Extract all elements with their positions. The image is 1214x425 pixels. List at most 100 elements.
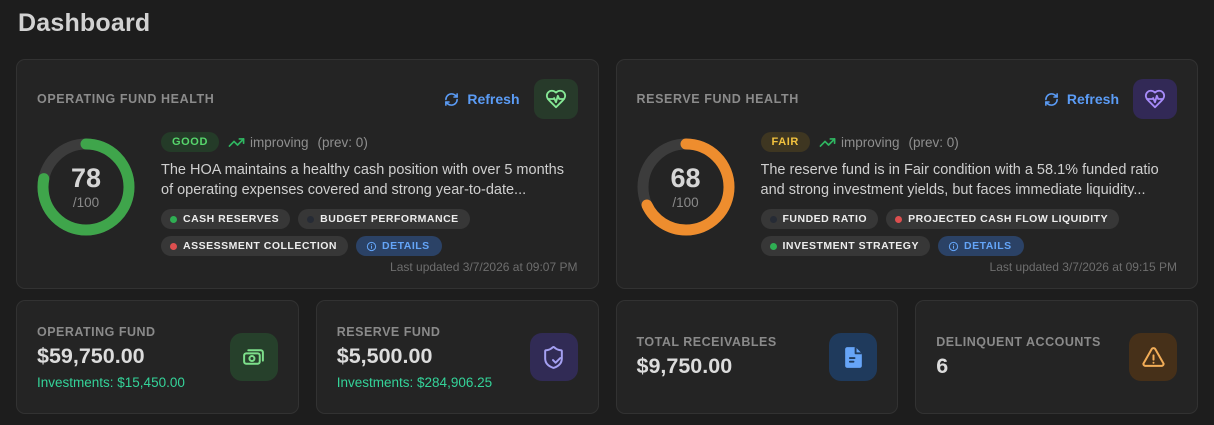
health-cards-row: OPERATING FUND HEALTH Refresh 78 bbox=[16, 59, 1198, 289]
tag-label: BUDGET PERFORMANCE bbox=[320, 213, 459, 225]
status-badge: FAIR bbox=[760, 132, 810, 152]
status-badge: GOOD bbox=[161, 132, 220, 152]
heart-pulse-icon bbox=[545, 89, 566, 109]
health-pulse-button[interactable] bbox=[533, 79, 578, 119]
factor-tag: INVESTMENT STRATEGY bbox=[760, 236, 930, 256]
tag-dot bbox=[307, 215, 315, 223]
factor-tags: CASH RESERVES BUDGET PERFORMANCE ASSESSM… bbox=[161, 209, 578, 256]
trend-label: improving bbox=[840, 134, 900, 150]
stat-text: OPERATING FUND $59,750.00 Investments: $… bbox=[37, 325, 185, 390]
tag-label: PROJECTED CASH FLOW LIQUIDITY bbox=[908, 213, 1109, 225]
info-icon bbox=[948, 241, 959, 251]
trending-up-icon bbox=[228, 137, 245, 147]
trend-prev: (prev: 0) bbox=[317, 134, 368, 150]
tag-dot bbox=[769, 242, 777, 250]
stat-investments: Investments: $15,450.00 bbox=[37, 374, 185, 390]
stat-icon-box bbox=[529, 333, 578, 381]
stat-value: $5,500.00 bbox=[336, 343, 433, 368]
tag-label: CASH RESERVES bbox=[183, 213, 280, 225]
refresh-label: Refresh bbox=[1066, 91, 1119, 107]
details-button[interactable]: DETAILS bbox=[356, 236, 442, 256]
tag-label: ASSESSMENT COLLECTION bbox=[183, 240, 338, 252]
factor-tag: PROJECTED CASH FLOW LIQUIDITY bbox=[886, 209, 1120, 229]
factor-tag: BUDGET PERFORMANCE bbox=[298, 209, 470, 229]
health-description: The HOA maintains a healthy cash positio… bbox=[161, 162, 564, 198]
shield-check-icon bbox=[544, 345, 563, 369]
status-row: FAIR improving (prev: 0) bbox=[760, 132, 1178, 152]
card-actions: Refresh bbox=[1044, 79, 1177, 119]
card-body: 68 /100 FAIR improving (prev: 0) The res… bbox=[637, 132, 1178, 274]
refresh-icon bbox=[445, 92, 459, 106]
stat-investments: Investments: $284,906.25 bbox=[336, 374, 493, 390]
card-body: 78 /100 GOOD improving (prev: 0) The HOA… bbox=[37, 132, 578, 274]
factor-tag: FUNDED RATIO bbox=[760, 209, 879, 229]
score-value: 78 bbox=[70, 162, 102, 193]
stat-icon-box bbox=[1129, 333, 1177, 381]
health-description: The reserve fund is in Fair condition wi… bbox=[760, 162, 1159, 198]
card-title: OPERATING FUND HEALTH bbox=[37, 92, 215, 106]
last-updated: Last updated 3/7/2026 at 09:07 PM bbox=[390, 260, 578, 274]
document-icon bbox=[844, 346, 862, 368]
operating-fund-health-card: OPERATING FUND HEALTH Refresh 78 bbox=[16, 59, 599, 289]
health-pulse-button[interactable] bbox=[1133, 79, 1177, 119]
reserve-fund-stat-card: RESERVE FUND $5,500.00 Investments: $284… bbox=[315, 300, 599, 414]
refresh-button[interactable]: Refresh bbox=[444, 91, 520, 107]
stat-icon-box bbox=[229, 333, 278, 381]
tag-label: FUNDED RATIO bbox=[782, 213, 868, 225]
trend: improving bbox=[228, 134, 309, 151]
trend-prev: (prev: 0) bbox=[908, 134, 959, 150]
details-button[interactable]: DETAILS bbox=[937, 236, 1024, 256]
trend: improving bbox=[819, 134, 900, 151]
details-label: DETAILS bbox=[963, 240, 1012, 252]
tag-dot bbox=[170, 242, 177, 250]
gauge-text: 78 /100 bbox=[37, 138, 135, 236]
factor-tag: ASSESSMENT COLLECTION bbox=[161, 236, 349, 256]
details-label: DETAILS bbox=[382, 240, 430, 252]
stat-value: $59,750.00 bbox=[37, 343, 145, 368]
refresh-icon bbox=[1044, 92, 1058, 106]
heart-pulse-icon bbox=[1144, 89, 1166, 109]
card-content: FAIR improving (prev: 0) The reserve fun… bbox=[760, 132, 1178, 274]
gauge-text: 68 /100 bbox=[637, 138, 735, 236]
warning-icon bbox=[1141, 346, 1165, 367]
last-updated: Last updated 3/7/2026 at 09:15 PM bbox=[989, 260, 1177, 274]
card-header: RESERVE FUND HEALTH Refresh bbox=[636, 79, 1177, 119]
score-max: /100 bbox=[672, 194, 699, 210]
tag-label: INVESTMENT STRATEGY bbox=[782, 240, 919, 252]
factor-tag: CASH RESERVES bbox=[161, 209, 291, 229]
banknotes-icon bbox=[243, 348, 265, 365]
stat-label: DELINQUENT ACCOUNTS bbox=[936, 335, 1101, 349]
stat-cards-row: OPERATING FUND $59,750.00 Investments: $… bbox=[16, 300, 1198, 414]
info-icon bbox=[366, 241, 377, 251]
tag-dot bbox=[895, 215, 903, 223]
operating-fund-stat-card: OPERATING FUND $59,750.00 Investments: $… bbox=[16, 300, 299, 414]
stat-value: 6 bbox=[936, 354, 949, 378]
page-title: Dashboard bbox=[18, 9, 151, 37]
score-value: 68 bbox=[670, 162, 701, 193]
tag-dot bbox=[170, 215, 177, 223]
delinquent-accounts-stat-card: DELINQUENT ACCOUNTS 6 bbox=[915, 300, 1198, 414]
card-content: GOOD improving (prev: 0) The HOA maintai… bbox=[161, 132, 578, 274]
card-actions: Refresh bbox=[444, 79, 578, 119]
card-header: OPERATING FUND HEALTH Refresh bbox=[37, 79, 578, 119]
stat-text: TOTAL RECEIVABLES $9,750.00 bbox=[637, 335, 777, 379]
tag-dot bbox=[769, 215, 777, 223]
total-receivables-stat-card: TOTAL RECEIVABLES $9,750.00 bbox=[615, 300, 899, 414]
factor-tags: FUNDED RATIO PROJECTED CASH FLOW LIQUIDI… bbox=[760, 209, 1178, 256]
stat-icon-box bbox=[829, 333, 878, 381]
card-title: RESERVE FUND HEALTH bbox=[636, 92, 799, 106]
stat-label: TOTAL RECEIVABLES bbox=[636, 335, 777, 349]
stat-value: $9,750.00 bbox=[636, 354, 733, 378]
stat-text: RESERVE FUND $5,500.00 Investments: $284… bbox=[337, 325, 492, 390]
refresh-label: Refresh bbox=[467, 91, 520, 107]
score-gauge: 68 /100 bbox=[637, 138, 735, 236]
trending-up-icon bbox=[819, 137, 836, 147]
score-gauge: 78 /100 bbox=[37, 138, 135, 236]
stat-label: OPERATING FUND bbox=[37, 324, 156, 339]
score-max: /100 bbox=[72, 194, 100, 210]
trend-label: improving bbox=[250, 134, 309, 150]
refresh-button[interactable]: Refresh bbox=[1044, 91, 1119, 107]
stat-text: DELINQUENT ACCOUNTS 6 bbox=[936, 335, 1101, 379]
reserve-fund-health-card: RESERVE FUND HEALTH Refresh 68 / bbox=[615, 59, 1198, 289]
stat-label: RESERVE FUND bbox=[336, 324, 441, 339]
